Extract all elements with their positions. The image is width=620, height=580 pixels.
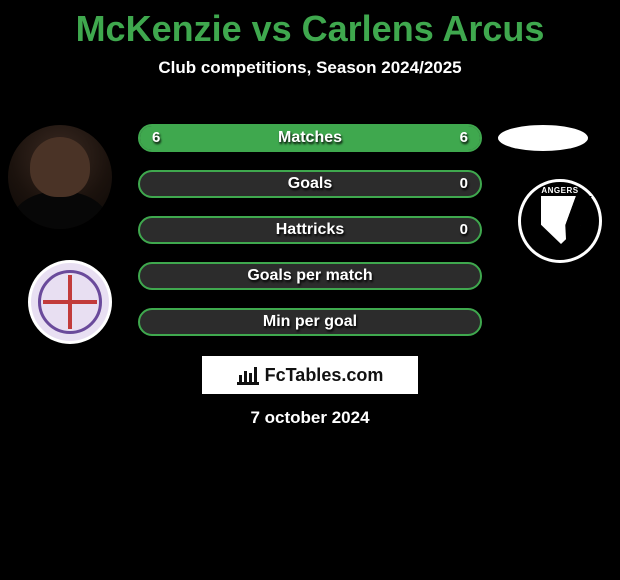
page-title: McKenzie vs Carlens Arcus — [0, 0, 620, 50]
comparison-card: McKenzie vs Carlens Arcus Club competiti… — [0, 0, 620, 580]
stat-bar: Goals 0 — [138, 170, 482, 198]
stat-label: Goals — [140, 172, 480, 196]
player-left-avatar — [8, 125, 112, 229]
stat-right-value: 6 — [460, 126, 468, 150]
snapshot-date: 7 october 2024 — [0, 408, 620, 428]
stat-bars: 6 Matches 6 Goals 0 Hattricks 0 Goals pe… — [138, 124, 482, 354]
stat-label: Min per goal — [140, 310, 480, 334]
page-subtitle: Club competitions, Season 2024/2025 — [0, 58, 620, 78]
fctables-logo-box: FcTables.com — [202, 356, 418, 394]
stat-bar: 6 Matches 6 — [138, 124, 482, 152]
club-badge-left — [28, 260, 112, 344]
stat-bar: Min per goal — [138, 308, 482, 336]
stat-label: Hattricks — [140, 218, 480, 242]
stat-right-value: 0 — [460, 172, 468, 196]
player-right-avatar — [498, 125, 588, 151]
club-badge-right-label: ANGERS — [521, 186, 599, 195]
stat-bar: Hattricks 0 — [138, 216, 482, 244]
bar-chart-icon — [237, 365, 259, 385]
stat-bar: Goals per match — [138, 262, 482, 290]
stat-left-value: 6 — [152, 126, 160, 150]
fctables-logo-text: FcTables.com — [265, 365, 384, 386]
club-badge-right: ANGERS — [518, 179, 602, 263]
stat-right-value: 0 — [460, 218, 468, 242]
stat-label: Goals per match — [140, 264, 480, 288]
